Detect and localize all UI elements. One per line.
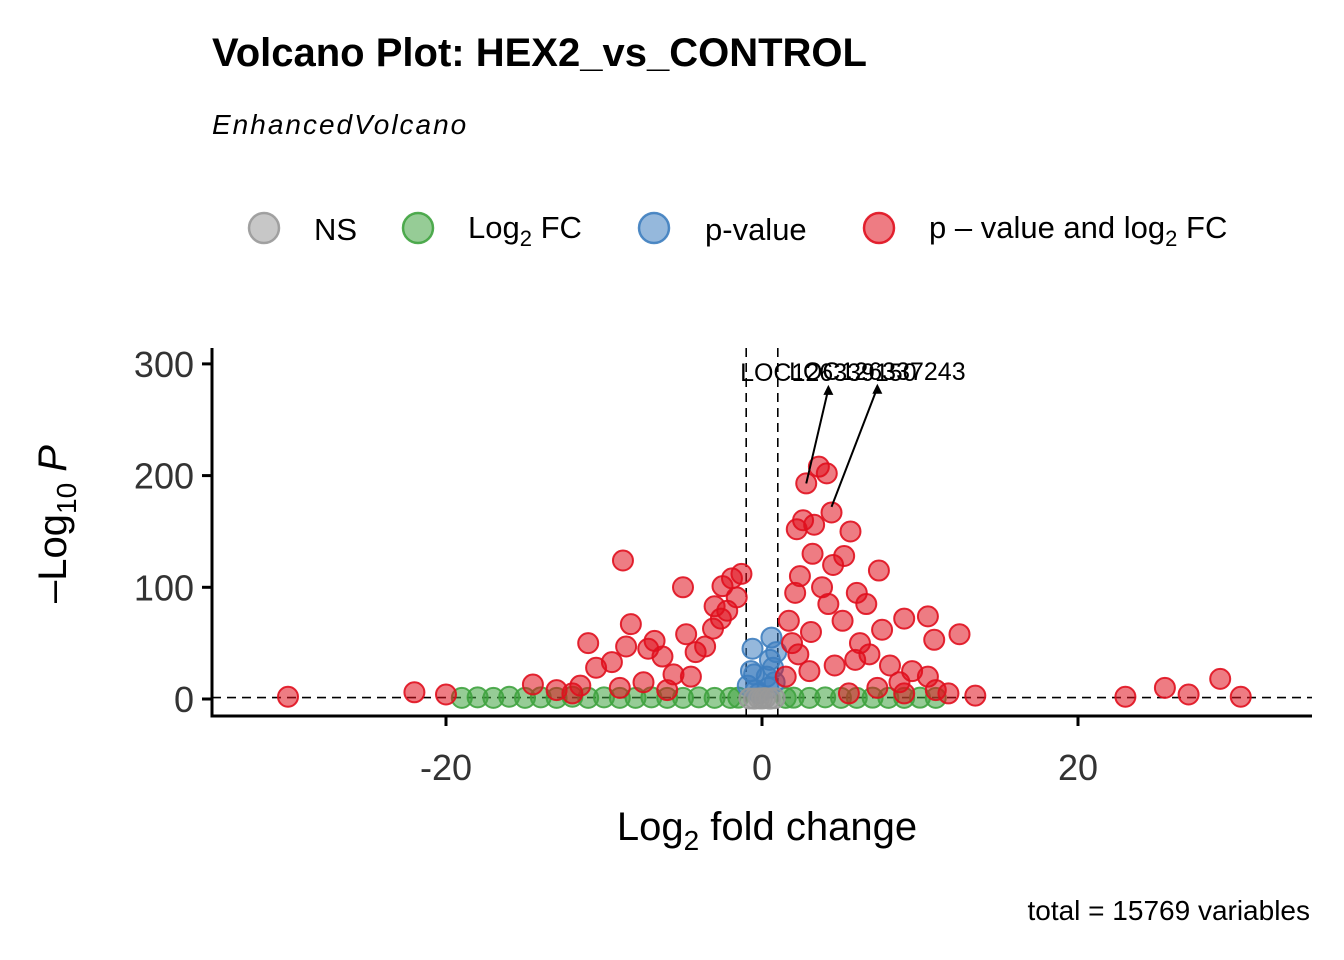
- legend-item-p: p-value: [637, 211, 807, 247]
- annotation-arrowhead: [872, 383, 883, 394]
- y-tick-label: 300: [134, 344, 194, 385]
- x-tick-label: -20: [420, 747, 472, 788]
- x-tick-label: 20: [1058, 747, 1098, 788]
- data-point: [788, 565, 811, 588]
- data-point: [871, 618, 894, 641]
- data-point: [711, 575, 734, 598]
- data-point: [656, 679, 679, 702]
- data-point: [916, 605, 939, 628]
- chart-legend: NS Log2 FC p-value p – value and log2 FC: [247, 210, 1227, 251]
- data-point: [777, 609, 800, 632]
- data-point: [893, 682, 916, 705]
- data-point: [619, 613, 642, 636]
- legend-item-ns: NS: [247, 211, 357, 247]
- data-point: [675, 623, 698, 646]
- y-tick-label: 200: [134, 456, 194, 497]
- legend-label: Log2 FC: [468, 210, 582, 251]
- data-point: [577, 632, 600, 655]
- y-tick-label: 0: [174, 679, 194, 720]
- series-fc-p: [277, 455, 1252, 708]
- chart-title: Volcano Plot: HEX2_vs_CONTROL: [212, 31, 867, 75]
- data-point: [611, 549, 634, 572]
- chart-caption: total = 15769 variables: [1027, 895, 1310, 926]
- legend-label: p – value and log2 FC: [929, 210, 1227, 251]
- data-point: [845, 581, 868, 604]
- data-point: [1114, 685, 1137, 708]
- y-tick-label: 100: [134, 567, 194, 608]
- data-point: [403, 681, 426, 704]
- data-point: [839, 520, 862, 543]
- annotation-connector: [805, 388, 830, 484]
- data-point: [798, 660, 821, 683]
- gene-label: LOC126337243: [789, 358, 966, 386]
- data-point: [1229, 685, 1252, 708]
- data-point: [924, 679, 947, 702]
- y-axis-title: –Log10 P: [31, 445, 82, 603]
- annotation-connector: [830, 387, 879, 508]
- annotation-arrowhead: [823, 384, 834, 395]
- data-point: [1153, 676, 1176, 699]
- x-axis-title: Log2 fold change: [617, 805, 917, 856]
- data-point: [608, 676, 631, 699]
- data-point: [837, 682, 860, 705]
- data-point: [569, 674, 592, 697]
- data-point: [672, 576, 694, 599]
- legend-swatch: [247, 211, 281, 245]
- data-point: [948, 623, 971, 646]
- data-point: [1177, 683, 1200, 706]
- data-point: [774, 665, 797, 688]
- data-point: [1209, 667, 1232, 690]
- data-point: [521, 673, 544, 696]
- data-point: [799, 620, 822, 643]
- data-point: [741, 637, 764, 660]
- data-point: [833, 545, 856, 568]
- data-point: [893, 607, 916, 630]
- data-point: [878, 654, 901, 677]
- data-point: [277, 685, 299, 708]
- x-tick-label: 0: [752, 747, 772, 788]
- gene-label: LOC126339150: [740, 359, 917, 387]
- data-point: [817, 593, 840, 616]
- series-ns: [738, 687, 786, 710]
- chart-subtitle: EnhancedVolcano: [212, 109, 468, 140]
- legend-swatch: [862, 211, 896, 245]
- data-point: [815, 462, 838, 485]
- data-point: [964, 684, 987, 707]
- data-point: [615, 635, 638, 658]
- data-point: [858, 643, 881, 666]
- legend-label: p-value: [705, 212, 807, 247]
- legend-item-fc: Log2 FC: [401, 210, 582, 251]
- data-point: [694, 635, 717, 658]
- data-point: [785, 518, 808, 541]
- data-point: [435, 683, 457, 706]
- data-point: [820, 501, 843, 524]
- data-point: [801, 542, 824, 565]
- data-point: [730, 562, 753, 585]
- data-point: [781, 632, 804, 655]
- legend-swatch: [401, 211, 435, 245]
- legend-label: NS: [314, 212, 357, 247]
- data-point: [867, 559, 890, 582]
- legend-swatch: [637, 211, 671, 245]
- data-point: [725, 586, 748, 609]
- data-point: [866, 676, 889, 699]
- data-point: [679, 665, 702, 688]
- data-point: [831, 609, 854, 632]
- data-point: [823, 654, 846, 677]
- data-point: [600, 651, 623, 674]
- data-point: [763, 687, 786, 710]
- data-point: [923, 628, 946, 651]
- legend-item-fc-p: p – value and log2 FC: [862, 210, 1227, 251]
- data-point: [632, 671, 655, 694]
- data-point: [651, 645, 674, 668]
